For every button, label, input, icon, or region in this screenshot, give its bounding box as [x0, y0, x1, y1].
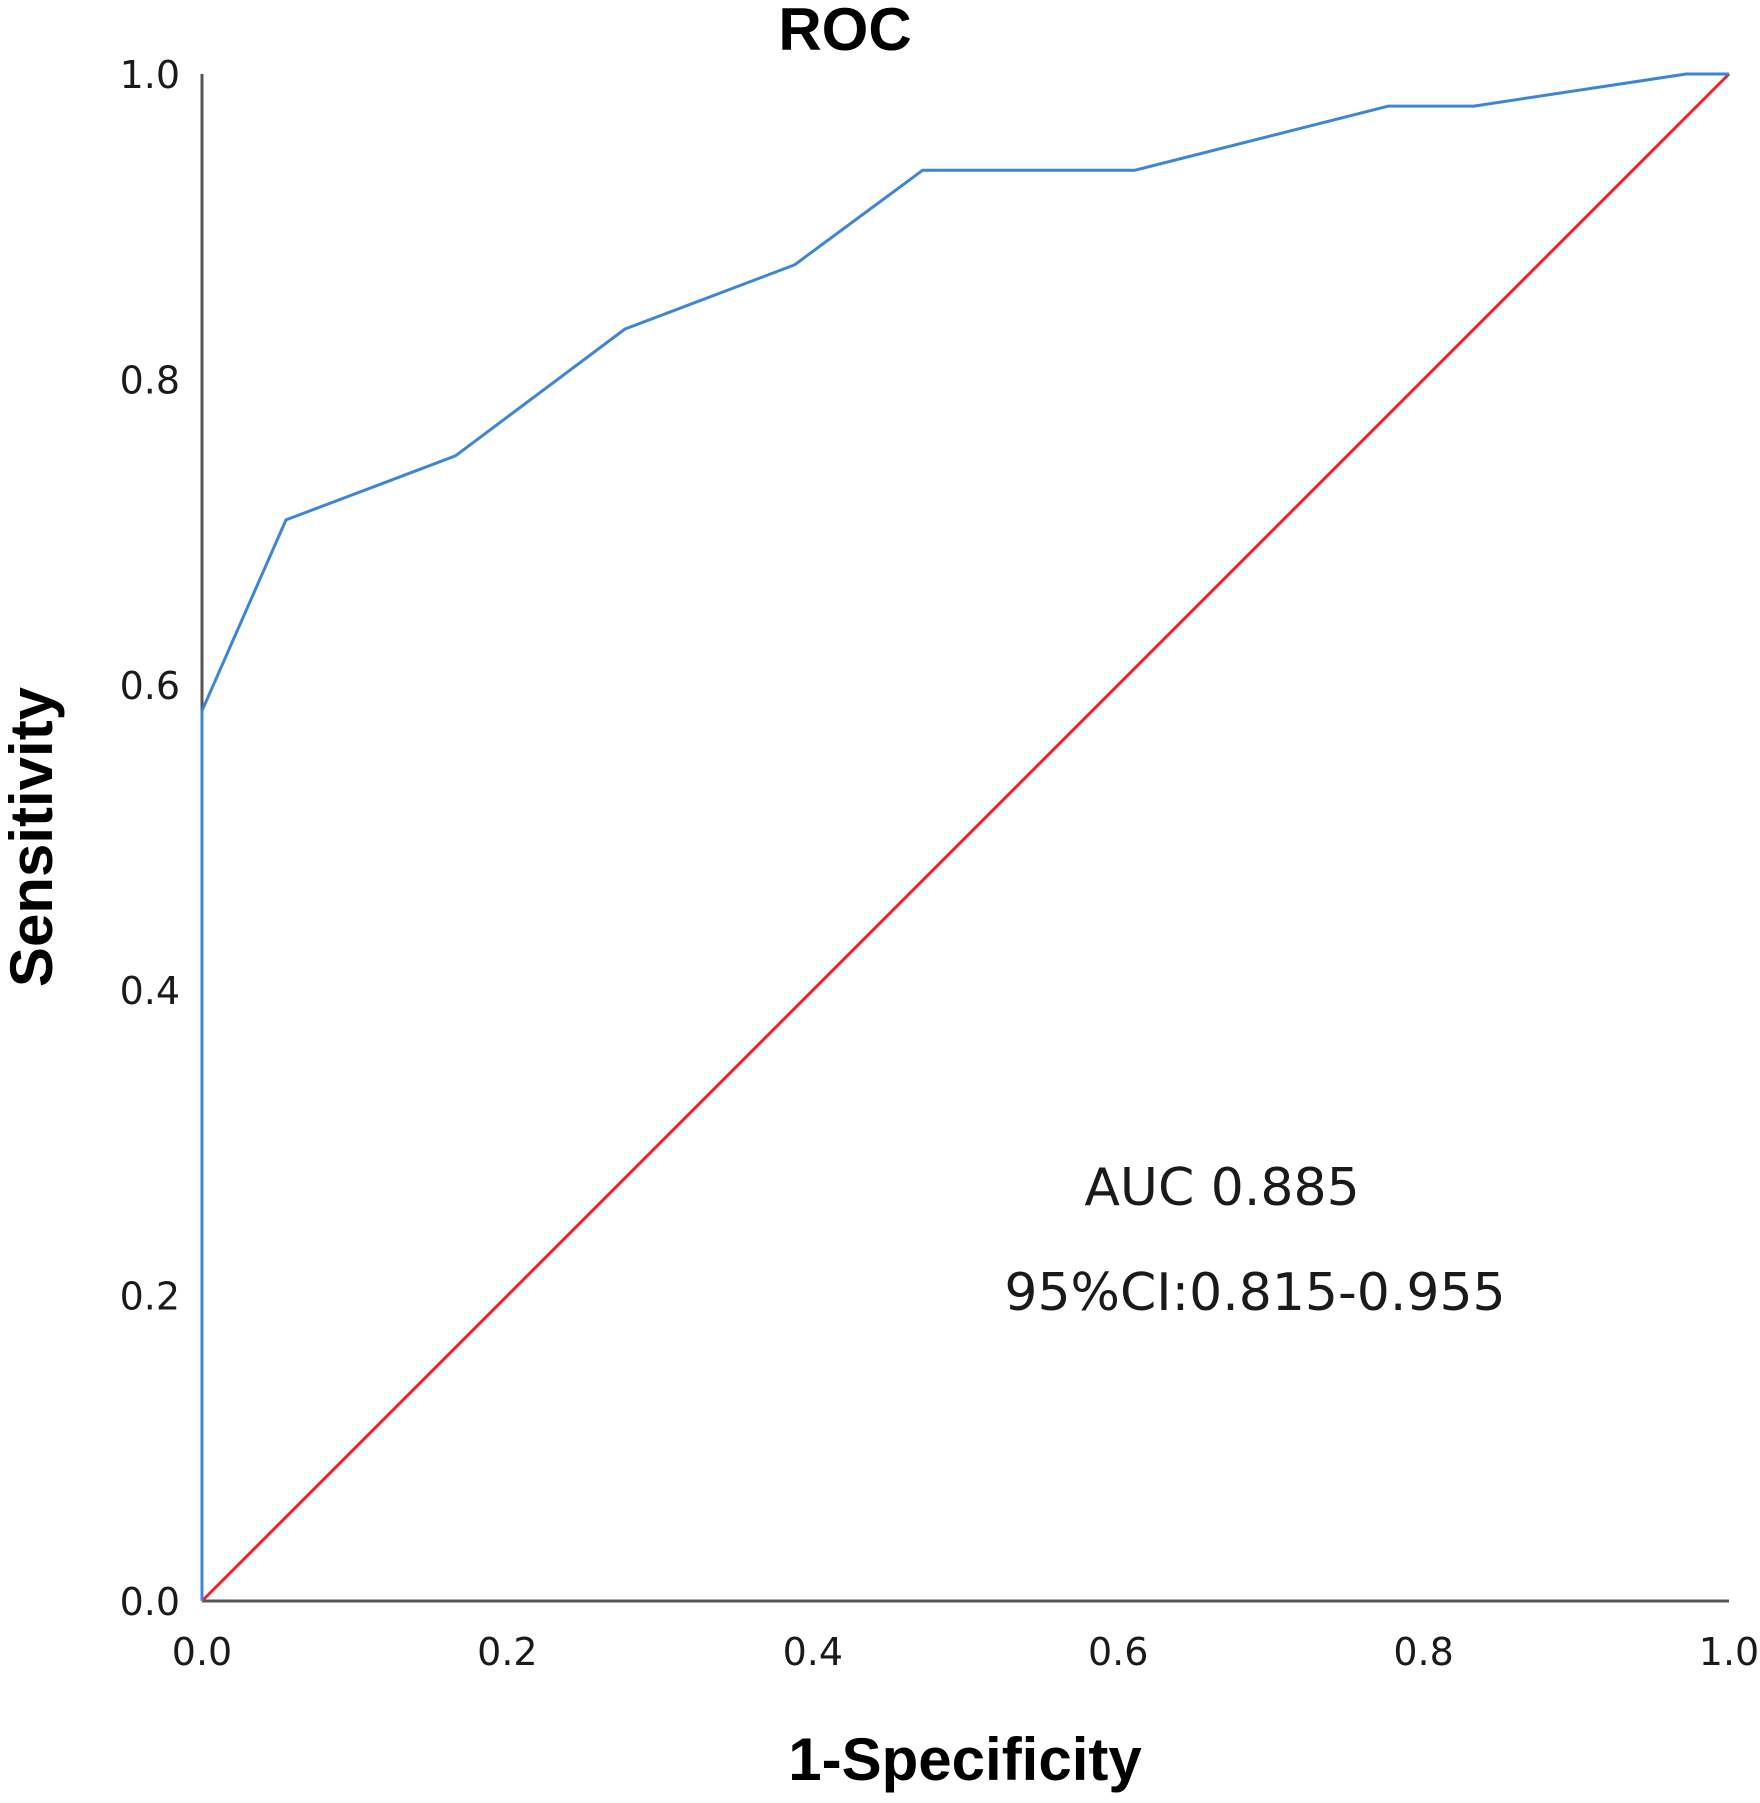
x-axis-label: 1-Specificity — [788, 1726, 1142, 1793]
x-tick-label: 1.0 — [1699, 1630, 1759, 1674]
x-tick-label: 0.2 — [477, 1630, 537, 1674]
y-tick-labels: 0.0 0.2 0.4 0.6 0.8 1.0 — [120, 53, 180, 1624]
x-tick-label: 0.4 — [783, 1630, 843, 1674]
y-axis-label: Sensitivity — [0, 686, 65, 987]
x-tick-labels: 0.0 0.2 0.4 0.6 0.8 1.0 — [172, 1630, 1759, 1674]
series-layer — [200, 72, 1731, 1603]
reference-diagonal-line — [200, 72, 1731, 1603]
x-tick-label: 0.6 — [1088, 1630, 1148, 1674]
x-tick-label: 0.0 — [172, 1630, 232, 1674]
y-tick-label: 1.0 — [120, 53, 180, 97]
y-tick-label: 0.8 — [120, 358, 180, 402]
chart-title: ROC — [778, 0, 911, 63]
y-tick-label: 0.2 — [120, 1275, 180, 1319]
ci-annotation: 95%CI:0.815-0.955 — [1004, 1263, 1505, 1323]
auc-annotation: AUC 0.885 — [1084, 1158, 1359, 1218]
x-tick-label: 0.8 — [1393, 1630, 1453, 1674]
y-tick-label: 0.6 — [120, 664, 180, 708]
y-tick-label: 0.4 — [120, 969, 180, 1013]
roc-curve-line — [200, 72, 1729, 1601]
y-tick-label: 0.0 — [120, 1580, 180, 1624]
